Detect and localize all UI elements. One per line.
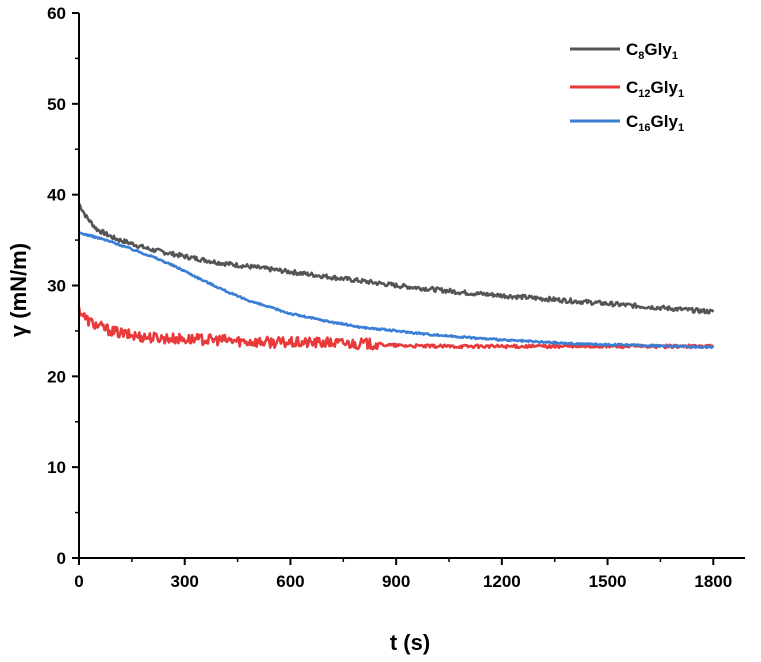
legend-label-c8gly1: C8Gly1 (626, 40, 678, 62)
legend: C8Gly1 C12Gly1 C16Gly1 (570, 40, 684, 134)
x-tick-label: 1800 (694, 572, 732, 591)
x-tick-label: 1200 (483, 572, 521, 591)
x-tick-label: 600 (276, 572, 304, 591)
legend-label-c12gly1: C12Gly1 (626, 78, 684, 100)
x-tick-label: 900 (382, 572, 410, 591)
legend-label-c16gly1: C16Gly1 (626, 112, 684, 134)
legend-item-c12gly1: C12Gly1 (570, 78, 684, 100)
y-tick-label: 10 (47, 458, 66, 477)
y-tick-label: 30 (47, 277, 66, 296)
y-tick-label: 0 (57, 549, 66, 568)
axes-layer (72, 12, 745, 565)
series-layer (77, 203, 715, 351)
x-tick-label: 0 (74, 572, 83, 591)
series-line-c16gly1 (78, 231, 714, 350)
y-tick-label: 60 (47, 4, 66, 23)
y-tick-label: 20 (47, 367, 66, 386)
x-tick-label: 1500 (589, 572, 627, 591)
y-tick-label: 50 (47, 95, 66, 114)
x-axis-title: t (s) (390, 630, 430, 655)
legend-item-c8gly1: C8Gly1 (570, 40, 678, 62)
legend-item-c16gly1: C16Gly1 (570, 112, 684, 134)
y-axis-title: γ (mN/m) (6, 243, 31, 337)
y-tick-label: 40 (47, 186, 66, 205)
series-line-c8gly1 (77, 203, 715, 315)
x-tick-label: 300 (171, 572, 199, 591)
